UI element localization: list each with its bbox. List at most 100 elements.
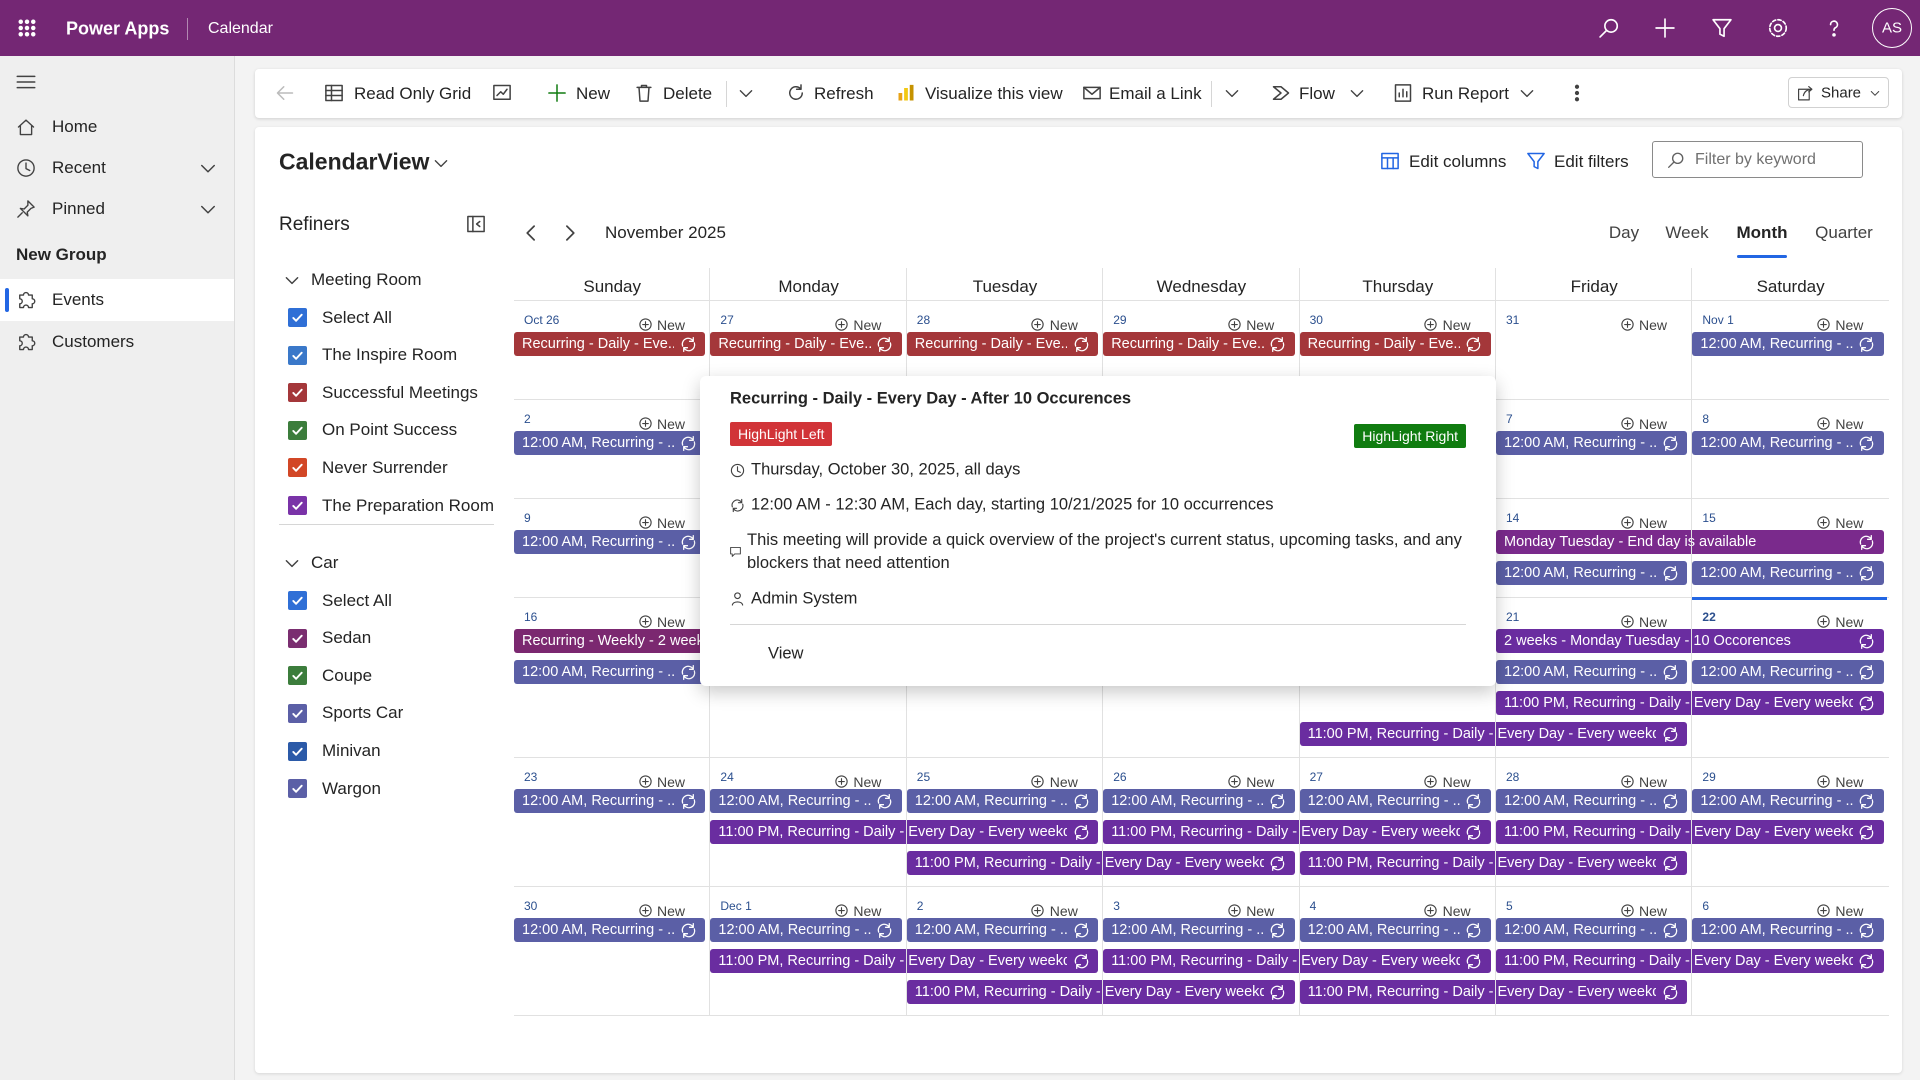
event[interactable]: 12:00 AM, Recurring - ... — [1496, 660, 1688, 684]
toolbar-button[interactable]: Flow — [1299, 84, 1335, 103]
icon-chev-down[interactable] — [432, 154, 450, 172]
event[interactable]: 12:00 AM, Recurring - ... — [906, 789, 1099, 813]
icon-puzzle[interactable] — [16, 332, 36, 352]
refiner-option[interactable]: Minivan — [322, 741, 381, 760]
event[interactable]: 11:00 PM, Recurring - Daily - Every Day … — [906, 980, 1295, 1004]
event[interactable]: 12:00 AM, Recurring - ... — [514, 431, 706, 455]
view-title[interactable]: CalendarView — [279, 148, 430, 175]
checkbox[interactable] — [288, 591, 307, 611]
icon-grid[interactable] — [324, 83, 344, 103]
event[interactable]: 12:00 AM, Recurring - ... — [1496, 561, 1688, 585]
icon-circle-plus[interactable] — [834, 774, 849, 789]
icon-columns[interactable] — [1380, 151, 1400, 171]
event[interactable]: 12:00 AM, Recurring - ... — [1692, 332, 1884, 356]
new-button[interactable]: New — [1835, 614, 1864, 630]
checkbox[interactable] — [288, 458, 307, 478]
icon-clock[interactable] — [16, 158, 36, 178]
toolbar-button[interactable]: Visualize this view — [925, 84, 1063, 103]
icon-home[interactable] — [16, 117, 36, 137]
view-mode[interactable]: Quarter — [1815, 223, 1873, 242]
new-button[interactable]: New — [1049, 317, 1078, 333]
event[interactable]: 12:00 AM, Recurring - ... — [1103, 789, 1295, 813]
icon-circle-plus[interactable] — [1620, 317, 1635, 332]
event[interactable]: 12:00 AM, Recurring - ... — [1496, 789, 1688, 813]
event[interactable]: 12:00 AM, Recurring - ... — [514, 789, 706, 813]
icon-circle-plus[interactable] — [1620, 903, 1635, 918]
icon-chev-down[interactable] — [1223, 84, 1241, 102]
new-button[interactable]: New — [853, 774, 882, 790]
new-button[interactable]: New — [1049, 903, 1078, 919]
toolbar-button[interactable]: Read Only Grid — [354, 84, 472, 103]
checkbox[interactable] — [288, 420, 307, 440]
refiner-option[interactable]: The Preparation Room — [322, 495, 494, 515]
checkbox[interactable] — [288, 779, 307, 799]
icon-circle-plus[interactable] — [1030, 774, 1045, 789]
view-mode[interactable]: Month — [1736, 223, 1788, 242]
checkbox[interactable] — [288, 308, 307, 327]
new-button[interactable]: New — [1049, 774, 1078, 790]
new-button[interactable]: New — [1246, 774, 1275, 790]
icon-chev-down[interactable] — [198, 199, 218, 219]
icon-circle-plus[interactable] — [1620, 614, 1635, 629]
new-button[interactable]: New — [1835, 774, 1864, 790]
checkbox[interactable] — [288, 628, 307, 648]
icon-trash[interactable] — [634, 83, 654, 103]
new-button[interactable]: New — [657, 614, 686, 630]
checkbox[interactable] — [288, 741, 307, 761]
event[interactable]: 12:00 AM, Recurring - ... — [1692, 561, 1884, 585]
icon-circle-plus[interactable] — [1816, 614, 1831, 629]
checkbox[interactable] — [288, 345, 307, 365]
nav-item[interactable]: Recent — [52, 158, 106, 177]
new-button[interactable]: New — [1639, 614, 1668, 630]
checkbox[interactable] — [288, 383, 307, 403]
event[interactable]: 11:00 PM, Recurring - Daily - Every Day … — [1496, 820, 1884, 844]
icon-chart[interactable] — [492, 83, 512, 103]
nav-item[interactable]: Pinned — [52, 199, 105, 218]
nav-item[interactable]: Customers — [52, 332, 135, 351]
icon-plus[interactable] — [547, 83, 567, 103]
new-button[interactable]: New — [1639, 416, 1668, 432]
icon-circle-plus[interactable] — [1030, 903, 1045, 918]
icon-circle-plus[interactable] — [834, 317, 849, 332]
new-button[interactable]: New — [657, 774, 686, 790]
new-button[interactable]: New — [1442, 774, 1471, 790]
toolbar-button[interactable]: New — [576, 84, 611, 103]
checkbox[interactable] — [288, 703, 307, 723]
event[interactable]: 12:00 AM, Recurring - ... — [514, 918, 706, 942]
refiner-option[interactable]: Sports Car — [322, 703, 404, 723]
new-button[interactable]: New — [1442, 317, 1471, 333]
icon-chev-left[interactable] — [521, 223, 541, 243]
icon-plus[interactable] — [1654, 17, 1676, 39]
toolbar-button[interactable]: Email a Link — [1109, 84, 1202, 103]
toolbar-button[interactable]: Delete — [663, 84, 713, 103]
new-button[interactable]: New — [1442, 903, 1471, 919]
new-button[interactable]: New — [657, 903, 686, 919]
refiner-option[interactable]: Select All — [322, 590, 392, 610]
new-button[interactable]: New — [1835, 903, 1864, 919]
event[interactable]: 11:00 PM, Recurring - Daily - Every Day … — [1496, 691, 1884, 715]
refiner-option[interactable]: Never Surrender — [322, 457, 448, 477]
refiner-option[interactable]: The Inspire Room — [322, 345, 458, 365]
event[interactable]: 12:00 AM, Recurring - ... — [1692, 431, 1884, 455]
refiner-option[interactable]: Select All — [322, 307, 392, 327]
icon-circle-plus[interactable] — [1227, 903, 1242, 918]
icon-circle-plus[interactable] — [638, 317, 653, 332]
popup-action[interactable]: View — [768, 644, 804, 663]
view-mode[interactable]: Week — [1665, 223, 1709, 242]
icon-circle-plus[interactable] — [638, 903, 653, 918]
icon-question[interactable] — [1823, 17, 1845, 39]
event[interactable]: 11:00 PM, Recurring - Daily - Every Day … — [710, 820, 1099, 844]
nav-item[interactable]: Events — [52, 290, 104, 309]
event[interactable]: Recurring - Daily - Eve... — [1103, 332, 1295, 356]
icon-circle-plus[interactable] — [1816, 515, 1831, 530]
icon-filter[interactable] — [1711, 17, 1733, 39]
event[interactable]: 12:00 AM, Recurring - ... — [710, 789, 902, 813]
icon-chev-right[interactable] — [560, 223, 580, 243]
icon-circle-plus[interactable] — [1227, 774, 1242, 789]
new-button[interactable]: New — [657, 317, 686, 333]
icon-flow[interactable] — [1271, 83, 1291, 103]
icon-chev-down[interactable] — [283, 554, 301, 572]
icon-circle-plus[interactable] — [638, 515, 653, 530]
new-button[interactable]: New — [1639, 774, 1668, 790]
event[interactable]: Recurring - Daily - Eve... — [710, 332, 902, 356]
